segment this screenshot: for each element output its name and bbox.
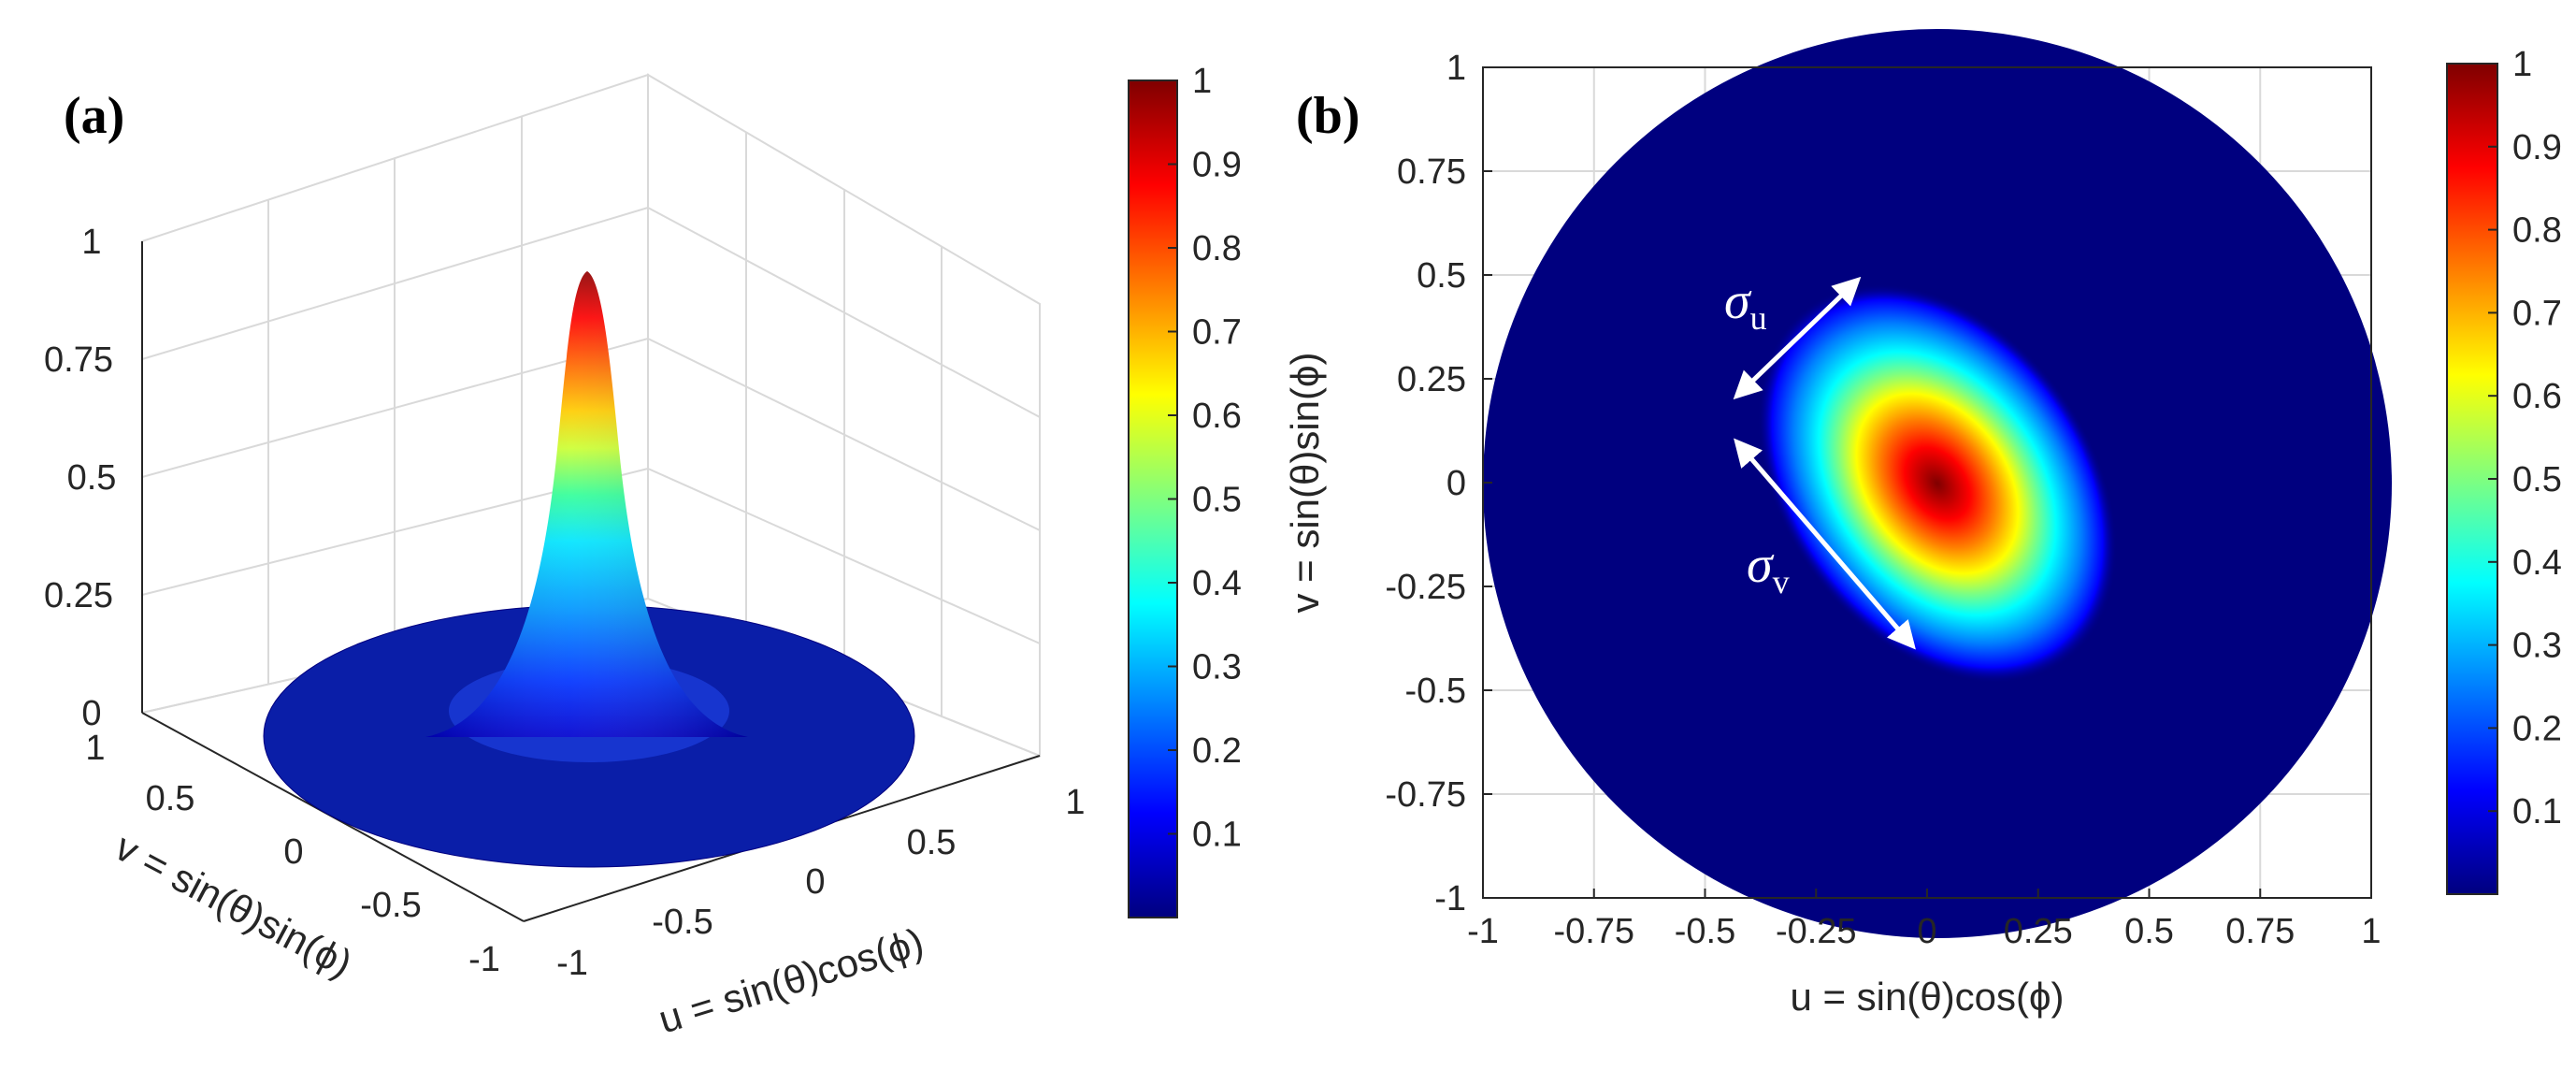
panel-b-colorbar-tick-label: 0.1 [2512, 792, 2562, 831]
panel-a-colorbar-tick-label: 0.7 [1192, 313, 1242, 353]
panel-b-colorbar-tick-label: 0.8 [2512, 211, 2562, 251]
panel-a-colorbar-tick-label: 0.3 [1192, 648, 1242, 687]
panel-a-colorbar-tick-label: 0.6 [1192, 397, 1242, 436]
panel-a-z-ticks: 0 0.25 0.5 0.75 1 [44, 223, 116, 733]
panel-a-colorbar: 0.1 0.2 0.3 0.4 0.5 0.6 0.7 0.8 0.9 1 [1128, 62, 1242, 918]
panel-b-x-tick-label: 0 [1917, 912, 1936, 951]
v-tick: 0.5 [146, 779, 195, 818]
z-tick: 0.5 [67, 458, 117, 498]
panel-b-x-tick-label: -0.25 [1776, 912, 1857, 951]
panel-a-v-label: v = sin(θ)sin(ϕ) [108, 824, 359, 986]
panel-b-x-label: u = sin(θ)cos(ϕ) [1790, 975, 2064, 1019]
panel-b-colorbar-tick-label: 0.2 [2512, 709, 2562, 748]
panel-b: (b) -1 -0.75 -0.5 -0.25 0 0.25 0.5 0.75 1 1 0.75 0… [1283, 29, 2562, 1019]
panel-a-colorbar-tick-label: 0.5 [1192, 481, 1242, 520]
panel-b-y-ticks: 1 0.75 0.5 0.25 0 -0.25 -0.5 -0.75 -1 [1385, 49, 1492, 918]
u-tick: 0.5 [907, 823, 957, 862]
panel-b-colorbar-tick-label: 0.5 [2512, 460, 2562, 499]
u-tick: 0 [805, 862, 825, 902]
v-tick: 0 [283, 832, 303, 872]
panel-b-y-tick-label: 0.5 [1417, 256, 1466, 296]
panel-b-colorbar-tick-label: 0.9 [2512, 128, 2562, 167]
panel-b-y-tick-label: 1 [1446, 49, 1466, 88]
panel-b-x-tick-label: 0.25 [2004, 912, 2073, 951]
panel-b-colorbar-tick-label: 1 [2512, 45, 2532, 84]
sigma-u-label: σu [1724, 272, 1767, 337]
z-tick: 0.25 [44, 576, 113, 615]
panel-b-colorbar-tick-label: 0.4 [2512, 543, 2562, 583]
panel-a-colorbar-tick-label: 0.9 [1192, 146, 1242, 185]
u-tick: 1 [1065, 783, 1085, 822]
panel-b-colorbar-tick-label: 0.6 [2512, 377, 2562, 416]
panel-b-y-tick-label: -0.25 [1385, 568, 1466, 607]
panel-b-x-tick-label: 0.5 [2124, 912, 2174, 951]
panel-b-y-tick-label: 0 [1446, 464, 1466, 503]
panel-b-y-tick-label: -0.5 [1405, 672, 1466, 711]
panel-b-x-tick-label: 1 [2361, 912, 2381, 951]
panel-b-label: (b) [1296, 87, 1360, 145]
v-tick: -0.5 [360, 886, 421, 925]
panel-a-u-ticks: -1 -0.5 0 0.5 1 [556, 783, 1085, 983]
sigma-v-label: σv [1747, 536, 1790, 600]
panel-a-colorbar-tick-label: 0.1 [1192, 816, 1242, 855]
panel-a-colorbar-tick-label: 0.2 [1192, 731, 1242, 771]
v-tick: -1 [468, 940, 500, 979]
u-tick: -1 [556, 944, 588, 983]
panel-a-colorbar-tick-label: 0.4 [1192, 564, 1242, 603]
panel-b-colorbar: 0.1 0.2 0.3 0.4 0.5 0.6 0.7 0.8 0.9 1 [2446, 45, 2562, 895]
z-tick: 1 [81, 223, 101, 262]
panel-b-y-tick-label: 0.25 [1397, 360, 1466, 399]
panel-b-x-tick-label: -1 [1467, 912, 1499, 951]
u-tick: -0.5 [652, 903, 712, 942]
panel-b-y-tick-label: 0.75 [1397, 152, 1466, 192]
panel-a-colorbar-tick-label: 0.8 [1192, 229, 1242, 268]
panel-a: (a) [44, 62, 1242, 1042]
panel-a-v-ticks: 1 0.5 0 -0.5 -1 [85, 729, 499, 979]
sigma-v-arrow [1734, 438, 1916, 650]
v-tick: 1 [85, 729, 105, 768]
panel-b-colorbar-tick-label: 0.3 [2512, 627, 2562, 666]
panel-a-label: (a) [64, 87, 124, 145]
panel-b-colorbar-tick-label: 0.7 [2512, 294, 2562, 333]
panel-b-x-tick-label: -0.75 [1553, 912, 1634, 951]
panel-b-x-tick-label: 0.75 [2225, 912, 2295, 951]
z-tick: 0 [81, 694, 101, 733]
panel-a-colorbar-tick-label: 1 [1192, 62, 1212, 101]
panel-b-y-tick-label: -0.75 [1385, 775, 1466, 815]
z-tick: 0.75 [44, 340, 113, 380]
panel-b-y-label: v = sin(θ)sin(ϕ) [1283, 352, 1327, 613]
panel-b-x-ticks: -1 -0.75 -0.5 -0.25 0 0.25 0.5 0.75 1 [1467, 889, 2382, 951]
panel-b-y-tick-label: -1 [1434, 879, 1466, 918]
sigma-u-arrow [1733, 276, 1862, 400]
panel-b-x-tick-label: -0.5 [1675, 912, 1735, 951]
panel-a-3d-grid [141, 73, 1041, 758]
